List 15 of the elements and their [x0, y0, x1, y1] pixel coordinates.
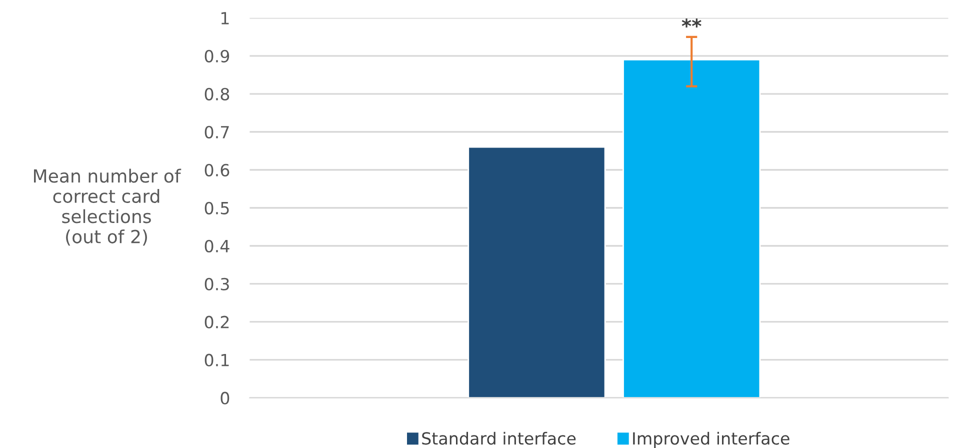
- y-tick-label: 0.9: [204, 50, 230, 62]
- y-tick-label: 0.2: [204, 316, 229, 328]
- annotation: **: [682, 18, 702, 28]
- y-tick-label: 0.6: [204, 164, 230, 176]
- y-tick-label: 0: [220, 392, 230, 404]
- legend-label: Standard interface: [422, 432, 576, 445]
- y-tick-label: 1: [221, 12, 229, 24]
- legend-label: Improved interface: [633, 432, 790, 448]
- y-axis-title: Mean number of correct card selections (out of 2): [34, 168, 182, 246]
- y-tick-label: 0.7: [204, 126, 229, 138]
- y-tick-label: 0.1: [204, 354, 229, 366]
- y-tick-label: 0.4: [204, 240, 230, 252]
- y-tick-label: 0.3: [204, 278, 229, 290]
- y-tick-label: 0.5: [204, 202, 229, 214]
- y-tick-label: 0.8: [204, 88, 230, 100]
